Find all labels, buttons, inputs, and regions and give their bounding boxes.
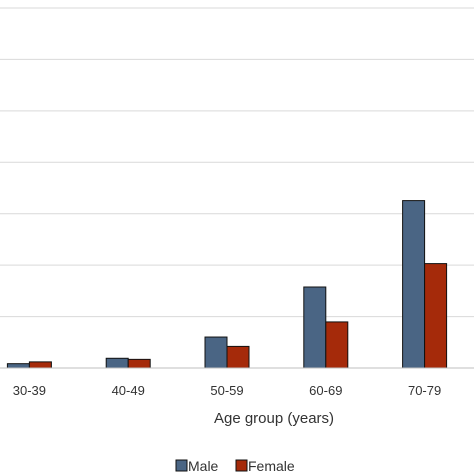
legend: Male Female bbox=[175, 458, 295, 474]
bar-female-40-49 bbox=[127, 358, 151, 369]
bar-male-60-69 bbox=[303, 286, 327, 369]
x-axis-title: Age group (years) bbox=[214, 410, 334, 427]
x-tick-label: 40-49 bbox=[112, 383, 145, 398]
x-tick-label: 30-39 bbox=[13, 383, 46, 398]
x-tick-label: 70-79 bbox=[408, 383, 441, 398]
bar-female-70-79 bbox=[424, 263, 448, 369]
bar-female-50-59 bbox=[226, 345, 250, 369]
bar-female-60-69 bbox=[325, 321, 349, 369]
bar-male-70-79 bbox=[402, 200, 426, 369]
bars bbox=[6, 200, 448, 369]
legend-swatch-male bbox=[175, 459, 188, 472]
legend-label-female: Female bbox=[248, 458, 295, 474]
legend-label-male: Male bbox=[188, 458, 219, 474]
gridlines bbox=[0, 7, 474, 318]
bar-male-40-49 bbox=[105, 357, 129, 369]
bar-female-30-39 bbox=[28, 361, 52, 369]
bar-male-50-59 bbox=[204, 336, 228, 369]
x-tick-label: 60-69 bbox=[309, 383, 342, 398]
x-tick-labels: 30-39 40-49 50-59 60-69 70-79 bbox=[13, 383, 441, 398]
legend-swatch-female bbox=[235, 459, 248, 472]
x-tick-label: 50-59 bbox=[210, 383, 243, 398]
bar-male-30-39 bbox=[6, 363, 30, 369]
